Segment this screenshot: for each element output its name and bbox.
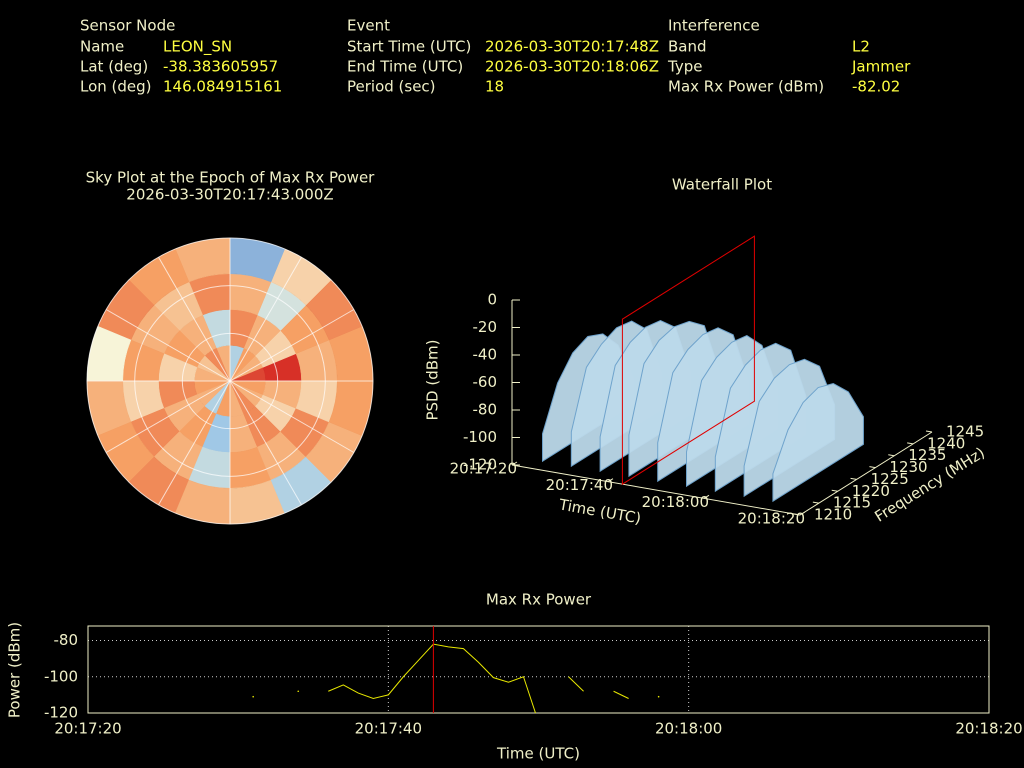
section-title: Interference: [668, 17, 760, 35]
header: Sensor Node Name LEON_SN Lat (deg) -38.38360…: [80, 17, 911, 96]
x-tick-label: 20:17:20: [54, 720, 121, 738]
y-axis-label: Power (dBm): [6, 622, 24, 718]
x-tick: [511, 461, 518, 466]
epoch-plane: [621, 235, 755, 486]
z-axis-label: PSD (dBm): [424, 339, 442, 420]
point: [297, 690, 300, 693]
z-tick-label: -60: [473, 373, 498, 391]
waterfall-plot: Waterfall Plot0-20-40-60-80-100-12020:17…: [424, 176, 988, 528]
field-value: -38.383605957: [163, 58, 278, 76]
x-tick-label: 20:18:20: [955, 720, 1022, 738]
power-line: [568, 676, 584, 692]
x-tick-label: 20:17:40: [355, 720, 422, 738]
section-title: Sensor Node: [80, 17, 175, 35]
y-tick: [831, 489, 838, 492]
chart-title: Max Rx Power: [486, 591, 592, 609]
sky-plot: Sky Plot at the Epoch of Max Rx Power202…: [86, 169, 376, 525]
sky-grid-spoke: [105, 309, 231, 382]
x-axis: [511, 464, 801, 516]
field-label: Lon (deg): [80, 78, 152, 96]
sky-grid-spoke: [229, 380, 355, 453]
y-tick-label: 1210: [814, 506, 852, 524]
field-value: 18: [485, 78, 504, 96]
field-label: Period (sec): [347, 78, 436, 96]
chart-subtitle: 2026-03-30T20:17:43.000Z: [126, 186, 333, 204]
point: [657, 695, 660, 698]
sky-grid-spoke: [229, 309, 355, 382]
z-tick-label: -40: [473, 346, 498, 364]
x-tick-label: 20:17:20: [450, 460, 517, 478]
max-power-plot: Max Rx Power Time (UTC) Power (dBm) -80 -100…: [6, 591, 1023, 763]
x-tick-label: 20:17:40: [546, 476, 613, 494]
field-value: LEON_SN: [163, 38, 232, 57]
power-line: [613, 690, 629, 699]
y-tick: [925, 430, 933, 433]
psd-slice: [772, 382, 864, 503]
sky-grid-spoke: [158, 256, 231, 382]
y-axis: [799, 431, 933, 516]
field-label: Name: [80, 38, 124, 56]
x-tick: [607, 478, 614, 483]
y-tick-label: -120: [44, 704, 78, 722]
sky-grid-spoke: [229, 256, 302, 382]
chart-title: Waterfall Plot: [672, 176, 772, 194]
y-tick: [812, 501, 819, 504]
field-label: Band: [668, 38, 707, 56]
plot-frame: [87, 625, 990, 714]
z-tick-label: -80: [473, 401, 498, 419]
z-tick-label: 0: [487, 291, 497, 309]
field-label: End Time (UTC): [347, 58, 463, 76]
x-tick: [799, 511, 806, 516]
section-title: Event: [347, 17, 390, 35]
y-tick-label: 1215: [833, 494, 871, 512]
field-label: Max Rx Power (dBm): [668, 78, 824, 96]
y-tick-label: 1240: [927, 434, 965, 452]
z-tick-label: -120: [463, 456, 497, 474]
field-value: L2: [852, 38, 870, 56]
x-tick-label: 20:18:00: [655, 720, 722, 738]
y-tick: [850, 477, 857, 480]
chart-title: Sky Plot at the Epoch of Max Rx Power: [86, 169, 376, 187]
x-axis-label: Time (UTC): [496, 745, 580, 763]
x-tick-label: 20:18:00: [642, 493, 709, 511]
sky-grid-spoke: [105, 380, 231, 453]
y-tick: [907, 442, 914, 445]
field-label: Lat (deg): [80, 58, 148, 76]
z-tick-label: -20: [473, 318, 498, 336]
field-value: 146.084915161: [163, 78, 282, 96]
field-value: Jammer: [851, 58, 911, 76]
x-tick-label: 20:18:20: [738, 510, 805, 528]
y-tick: [869, 466, 876, 469]
field-label: Type: [667, 58, 702, 76]
sky-grid-spoke: [158, 380, 231, 506]
y-tick: [888, 454, 895, 457]
y-tick-label: 1235: [908, 446, 946, 464]
y-tick-label: -80: [54, 631, 79, 649]
z-tick-label: -100: [463, 428, 497, 446]
y-tick-label: 1225: [871, 470, 909, 488]
point: [252, 695, 254, 698]
field-label: Start Time (UTC): [347, 38, 471, 56]
field-value: -82.02: [852, 78, 900, 96]
y-tick-label: 1245: [946, 423, 984, 441]
field-value: 2026-03-30T20:18:06Z: [485, 58, 659, 76]
y-tick-label: 1230: [889, 458, 927, 476]
field-value: 2026-03-30T20:17:48Z: [485, 38, 659, 56]
y-tick-label: 1220: [852, 482, 890, 500]
sky-grid-spoke: [229, 380, 302, 506]
y-tick-label: -100: [44, 667, 78, 685]
y-tick: [793, 513, 801, 516]
x-tick: [703, 494, 710, 499]
